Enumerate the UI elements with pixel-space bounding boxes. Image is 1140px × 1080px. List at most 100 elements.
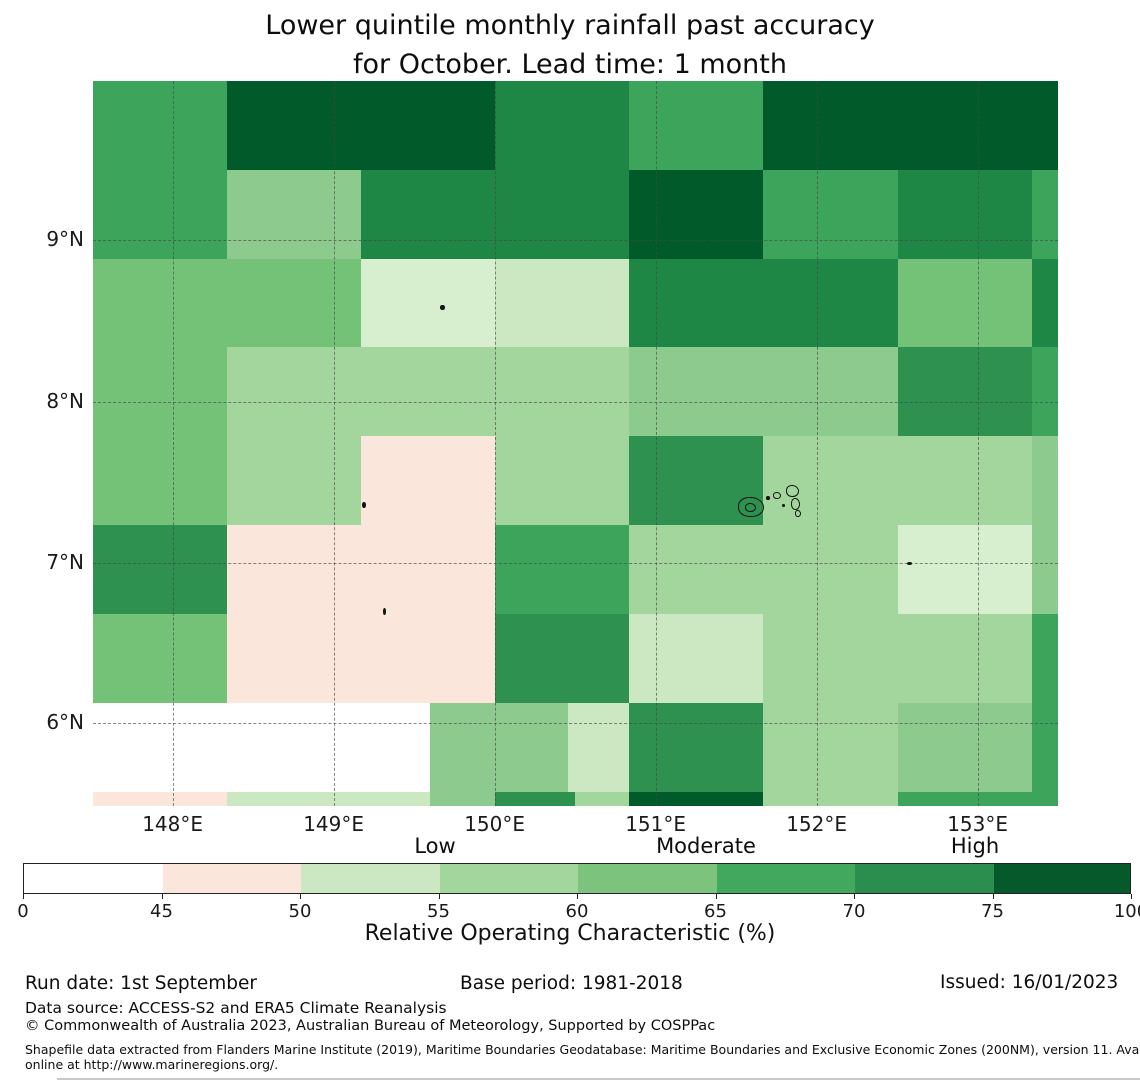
map-cell xyxy=(763,614,898,703)
colorbar-segment xyxy=(301,864,441,893)
map-cell xyxy=(93,703,430,792)
colorbar-tick-label: 75 xyxy=(981,901,1004,922)
map-cell xyxy=(494,525,629,614)
colorbar-title: Relative Operating Characteristic (%) xyxy=(364,921,776,946)
map-cell xyxy=(897,436,1032,525)
colorbar-tick-label: 65 xyxy=(704,901,727,922)
map-cell xyxy=(93,525,227,614)
colorbar-tick-label: 50 xyxy=(288,901,312,922)
meridian-gridline xyxy=(172,81,174,806)
island-outline xyxy=(773,492,781,499)
colorbar-tick-mark xyxy=(577,894,579,899)
lon-tick-label: 151°E xyxy=(625,812,686,836)
map-cell xyxy=(629,525,763,614)
map-cell xyxy=(226,436,361,525)
lat-tick-label: 9°N xyxy=(46,227,84,251)
map-cell xyxy=(226,258,361,347)
map-cell xyxy=(360,347,495,436)
map-cell xyxy=(1032,170,1058,259)
colorbar-tick-mark xyxy=(992,894,994,899)
map-cell xyxy=(897,525,1032,614)
bottom-divider xyxy=(57,1078,1140,1080)
lon-tick-label: 150°E xyxy=(464,812,525,836)
parallel-gridline xyxy=(93,562,1058,564)
map-cell xyxy=(93,792,227,806)
map-cell xyxy=(93,347,227,436)
meridian-gridline xyxy=(333,81,335,806)
map-cell xyxy=(629,614,763,703)
map-cell xyxy=(226,81,361,170)
map-cell xyxy=(897,614,1032,703)
map-cell xyxy=(360,436,495,525)
footer-run-date: Run date: 1st September xyxy=(25,973,257,994)
chart-title-line2: for October. Lead time: 1 month xyxy=(353,49,787,80)
colorbar-category-label: Moderate xyxy=(656,834,756,858)
map-cell xyxy=(897,170,1032,259)
lon-tick-label: 153°E xyxy=(947,812,1008,836)
colorbar-segment xyxy=(993,864,1130,893)
colorbar-segment xyxy=(578,864,718,893)
meridian-gridline xyxy=(816,81,818,806)
map-cell xyxy=(568,703,629,792)
colorbar-tick-mark xyxy=(23,894,25,899)
map-cell xyxy=(629,258,763,347)
lon-tick-label: 152°E xyxy=(786,812,847,836)
map-cell xyxy=(93,81,227,170)
map-cell xyxy=(494,614,629,703)
lon-tick-label: 148°E xyxy=(142,812,203,836)
lat-tick-label: 6°N xyxy=(46,710,84,734)
map-cell xyxy=(494,170,629,259)
map-cell xyxy=(360,170,495,259)
footer-data-source: Data source: ACCESS-S2 and ERA5 Climate … xyxy=(25,999,447,1017)
colorbar-tick-mark xyxy=(854,894,856,899)
lat-tick-label: 8°N xyxy=(46,388,84,413)
map-cell xyxy=(227,792,430,806)
colorbar-tick-mark xyxy=(300,894,302,899)
colorbar-tick-label: 70 xyxy=(842,901,866,922)
map-cell xyxy=(629,792,763,806)
footer-shapefile-line1: Shapefile data extracted from Flanders M… xyxy=(25,1042,1140,1057)
colorbar-segment xyxy=(24,864,164,893)
map-cell xyxy=(494,81,629,170)
map-cell xyxy=(93,170,227,259)
colorbar-tick-mark xyxy=(715,894,717,899)
map-cell xyxy=(1032,703,1058,792)
map-cell xyxy=(629,170,763,259)
map-cell xyxy=(93,258,227,347)
map-cell xyxy=(763,258,898,347)
colorbar-segment xyxy=(162,864,302,893)
map-cell xyxy=(575,792,629,806)
colorbar-tick-label: 60 xyxy=(565,901,589,922)
colorbar-category-label: High xyxy=(950,834,1000,858)
map-cell xyxy=(897,703,1032,792)
meridian-gridline xyxy=(494,81,496,806)
chart-title-line1: Lower quintile monthly rainfall past acc… xyxy=(265,10,875,41)
map-cell xyxy=(629,347,763,436)
map-cell xyxy=(763,170,898,259)
map-cell xyxy=(360,81,495,170)
map-cell xyxy=(226,525,361,614)
map-cell xyxy=(93,614,227,703)
island-outline xyxy=(791,498,800,510)
island-outline xyxy=(440,305,445,310)
map-cell xyxy=(494,347,629,436)
map-cell xyxy=(360,525,495,614)
island-outline xyxy=(745,503,756,512)
map-cell xyxy=(226,170,361,259)
lat-tick-label: 7°N xyxy=(46,549,84,574)
island-outline xyxy=(383,608,386,615)
map-cell xyxy=(763,703,898,792)
map-cell xyxy=(1032,347,1058,436)
map-cell xyxy=(897,347,1032,436)
map-cell xyxy=(93,436,227,525)
parallel-gridline xyxy=(93,723,1058,724)
meridian-gridline xyxy=(977,81,979,806)
map-cell xyxy=(494,436,629,525)
colorbar-segment xyxy=(855,864,995,893)
map-cell xyxy=(763,347,898,436)
meridian-gridline xyxy=(655,81,657,806)
map-cell xyxy=(897,258,1032,347)
map-cell xyxy=(494,258,629,347)
island-outline xyxy=(766,496,770,500)
